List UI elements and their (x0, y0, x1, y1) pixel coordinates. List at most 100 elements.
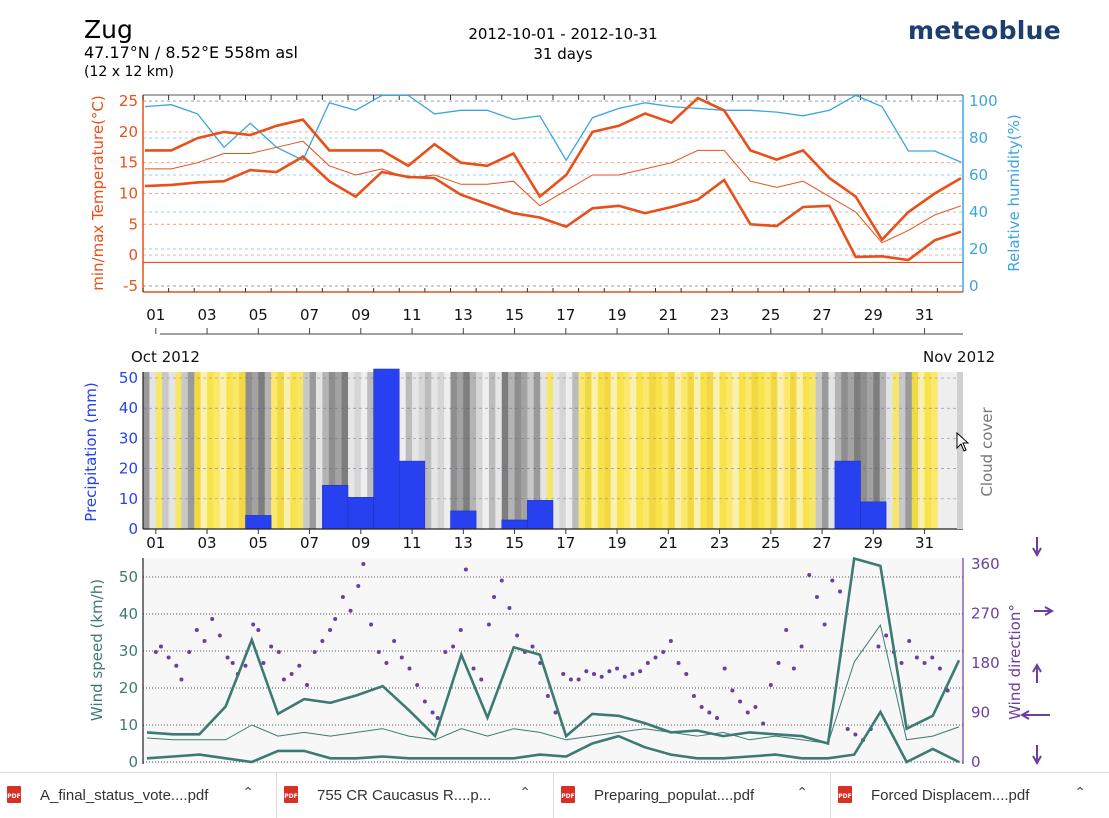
wind-direction-dot (876, 644, 881, 649)
cloud-cover-stripe (328, 372, 336, 529)
date-tick-label: 15 (505, 306, 524, 324)
wind-direction-dot (630, 672, 635, 676)
date-tick-label: 11 (403, 306, 422, 324)
wind-direction-dot (899, 661, 904, 665)
cloud-cover-stripe (508, 372, 515, 529)
wind-tick-label: 50 (119, 568, 138, 586)
wind-direction-dot (668, 639, 673, 643)
wind-direction-dot (486, 622, 491, 627)
wind-direction-dot (384, 661, 389, 665)
cloud-cover-stripe (405, 372, 413, 529)
download-item[interactable]: PDF Forced Displacem....pdf ⌃ (831, 773, 1108, 818)
wind-direction-dot (545, 694, 550, 698)
cloud-cover-stripe (572, 372, 579, 529)
wind-direction-dot (194, 628, 199, 632)
wind-direction-dot (807, 573, 812, 577)
cloud-cover-stripe (283, 372, 291, 529)
date-tick-label: 21 (659, 306, 678, 324)
wind-direction-dot (471, 666, 476, 671)
precip-tick-label: 40 (119, 399, 138, 417)
wind-direction-dot (256, 628, 261, 632)
cloud-cover-stripe (399, 372, 406, 529)
cloud-cover-stripe (264, 372, 272, 529)
wind-direction-dot (320, 639, 325, 643)
cloud-cover-stripe (207, 372, 214, 529)
cloud-cover-stripe (661, 372, 669, 529)
wind-direction-dot (158, 644, 163, 649)
cloud-cover-stripe (783, 372, 791, 529)
wind-direction-dot (399, 655, 404, 660)
precipitation-bar (501, 519, 528, 530)
cloud-cover-stripe (501, 372, 509, 529)
cloud-cover-stripe (706, 372, 714, 529)
wind-direction-dot (784, 628, 789, 632)
wind-direction-dot (776, 661, 781, 665)
cloud-cover-stripe (348, 372, 355, 529)
chevron-up-icon[interactable]: ⌃ (519, 785, 531, 801)
cloud-cover-stripe (796, 372, 804, 529)
date-tick-label: 29 (864, 306, 883, 324)
cloud-cover-stripe (271, 372, 278, 529)
wind-direction-dot (243, 663, 248, 668)
direction-tick-label: 180 (971, 654, 1000, 672)
direction-axis-label: Wind direction° (1006, 604, 1024, 720)
cloud-cover-stripe (693, 372, 701, 529)
date-tick-label: 09 (351, 306, 370, 324)
download-item[interactable]: PDF 755 CR Caucasus R....p... ⌃ (277, 773, 554, 818)
temp-tick-label: 25 (119, 92, 138, 110)
wind-direction-dot (922, 661, 927, 665)
cloud-cover-stripe (860, 372, 868, 529)
download-filename: Preparing_populat....pdf (594, 787, 755, 804)
wind-direction-dot (153, 650, 158, 654)
wind-direction-dot (269, 644, 274, 649)
wind-direction-dot (553, 710, 558, 715)
wind-panel: 50 40 30 20 10 0 360 270 180 90 0 Wind speed (km/h)… (88, 537, 1055, 771)
cloud-cover-stripe (655, 372, 663, 529)
wind-direction-dot (568, 677, 573, 682)
download-filename: 755 CR Caucasus R....p... (317, 787, 492, 804)
precipitation-bar (347, 497, 374, 530)
cloud-cover-stripe (219, 372, 227, 529)
date-tick-label: 17 (556, 306, 575, 324)
wind-direction-dot (451, 644, 456, 649)
download-item[interactable]: PDF Preparing_populat....pdf ⌃ (554, 773, 831, 818)
cloud-cover-stripe (886, 372, 893, 529)
precip-tick-label: 0 (128, 520, 138, 538)
pdf-icon: PDF (561, 786, 575, 803)
wind-direction-dot (638, 669, 643, 674)
wind-direction-dot (443, 650, 448, 654)
cloud-cover-stripe (764, 372, 772, 529)
cloud-cover-stripe (854, 372, 861, 529)
cloud-cover-stripe (591, 372, 599, 529)
east-arrow-icon (1019, 710, 1050, 720)
cloud-cover-stripe (341, 372, 349, 529)
cloud-cover-stripe (296, 372, 304, 529)
wind-direction-dot (361, 562, 366, 566)
date-tick-label: 19 (608, 534, 627, 552)
wind-direction-dot (791, 666, 796, 671)
date-tick-label: 09 (351, 534, 370, 552)
cloud-cover-stripe (175, 372, 182, 529)
cloud-cover-stripe (194, 372, 201, 529)
date-tick-label: 25 (761, 306, 780, 324)
chevron-up-icon[interactable]: ⌃ (796, 785, 808, 801)
month-label-start: Oct 2012 (131, 348, 200, 366)
download-item[interactable]: PDF A_final_status_vote....pdf ⌃ (0, 773, 277, 818)
temp-axis-label: min/max Temperature(°C) (89, 95, 107, 290)
chevron-up-icon[interactable]: ⌃ (1074, 785, 1086, 801)
cloud-cover-stripe (245, 372, 253, 529)
date-range: 2012-10-01 - 2012-10-31 (468, 25, 658, 43)
wind-direction-dot (822, 622, 827, 627)
brand-logo[interactable]: meteoblue (908, 16, 1062, 45)
wind-direction-dot (684, 672, 689, 676)
wind-tick-label: 0 (128, 753, 138, 771)
temperature-humidity-panel: 25 20 15 10 5 0 -5 100 80 60 40 20 0 min/max Temperat… (89, 92, 1023, 366)
chevron-up-icon[interactable]: ⌃ (242, 785, 254, 801)
cloud-cover-stripe (834, 372, 842, 529)
cloud-cover-stripe (533, 372, 541, 529)
cloud-cover-stripe (918, 372, 925, 529)
cloud-cover-stripe (668, 372, 676, 529)
wind-tick-label: 40 (119, 605, 138, 623)
cloud-cover-stripe (892, 372, 900, 529)
cloud-cover-stripe (809, 372, 816, 529)
